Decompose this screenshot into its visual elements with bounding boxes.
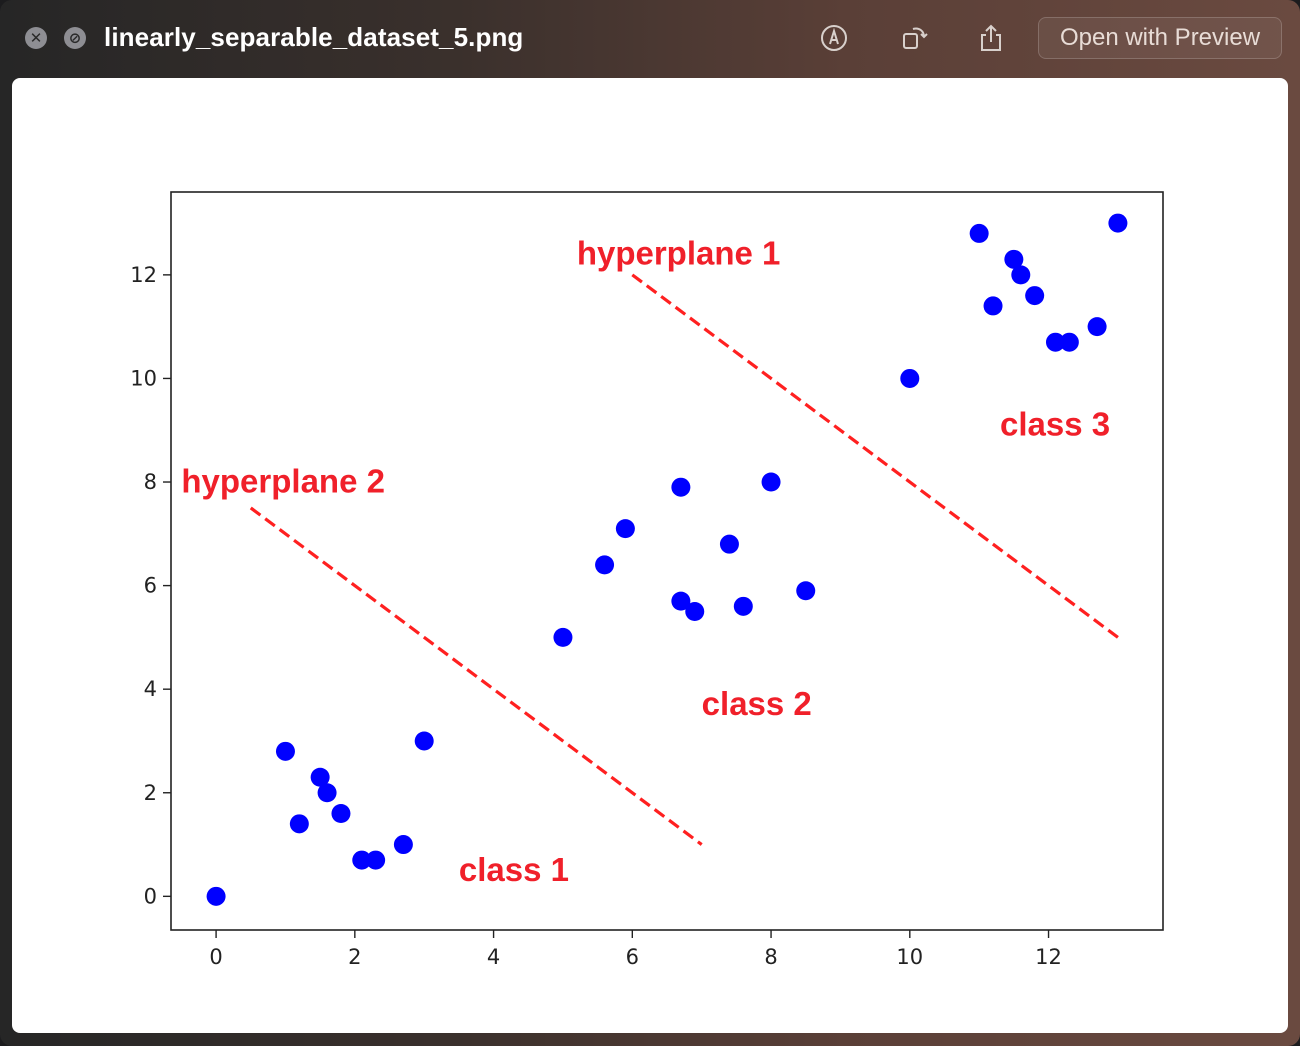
image-canvas: 0 2 4 6 8 10 12 0 2 4 6 8 10 12 hyperplane 1 hyperplane… bbox=[12, 78, 1288, 1033]
data-point bbox=[414, 731, 434, 751]
data-point bbox=[615, 519, 635, 539]
annotation-label: hyperplane 2 bbox=[181, 462, 385, 499]
data-point bbox=[969, 223, 989, 243]
data-point bbox=[317, 783, 337, 803]
y-tick-label: 4 bbox=[144, 677, 157, 701]
x-tick-label: 2 bbox=[348, 945, 361, 969]
data-point bbox=[1045, 332, 1065, 352]
scatter-chart: 0 2 4 6 8 10 12 0 2 4 6 8 10 12 hyperplane 1 hyperplane… bbox=[130, 191, 1164, 969]
annotation-label: class 3 bbox=[1000, 405, 1110, 442]
y-tick-label: 10 bbox=[130, 366, 157, 390]
share-icon[interactable] bbox=[973, 20, 1009, 56]
title-bar: ✕ ⊘ linearly_separable_dataset_5.png Ope… bbox=[0, 0, 1300, 76]
close-icon[interactable]: ✕ bbox=[25, 27, 47, 49]
x-tick-label: 12 bbox=[1035, 945, 1062, 969]
data-point bbox=[1108, 213, 1128, 233]
data-point bbox=[1059, 332, 1079, 352]
x-tick-label: 6 bbox=[626, 945, 639, 969]
data-point bbox=[733, 596, 753, 616]
open-with-preview-button[interactable]: Open with Preview bbox=[1038, 17, 1282, 59]
data-point bbox=[671, 591, 691, 611]
data-point bbox=[275, 741, 295, 761]
data-point bbox=[595, 555, 615, 575]
rotate-icon[interactable] bbox=[896, 20, 932, 56]
x-tick-label: 8 bbox=[764, 945, 777, 969]
annotation-label: class 1 bbox=[459, 851, 569, 888]
data-point bbox=[685, 601, 705, 621]
data-point bbox=[1087, 317, 1107, 337]
data-point bbox=[553, 627, 573, 647]
data-point bbox=[796, 581, 816, 601]
data-point bbox=[1025, 286, 1045, 306]
y-tick-label: 0 bbox=[144, 884, 157, 908]
y-tick-label: 6 bbox=[144, 574, 157, 598]
hyperplane-line-2 bbox=[631, 273, 1119, 639]
y-tick-label: 8 bbox=[144, 470, 157, 494]
y-tick-label: 2 bbox=[144, 781, 157, 805]
markup-pen-icon[interactable] bbox=[816, 20, 852, 56]
data-point bbox=[719, 534, 739, 554]
data-point bbox=[983, 296, 1003, 316]
data-point bbox=[310, 767, 330, 787]
data-point bbox=[352, 850, 372, 870]
annotation-label: class 2 bbox=[702, 685, 812, 722]
data-point bbox=[1004, 249, 1024, 269]
x-tick-label: 4 bbox=[487, 945, 500, 969]
y-tick-label: 12 bbox=[130, 263, 157, 287]
minimize-disabled-icon: ⊘ bbox=[64, 27, 86, 49]
data-point bbox=[671, 477, 691, 497]
x-tick-label: 0 bbox=[209, 945, 222, 969]
x-tick-label: 10 bbox=[896, 945, 923, 969]
data-point bbox=[900, 368, 920, 388]
data-point bbox=[331, 803, 351, 823]
data-point bbox=[289, 814, 309, 834]
data-point bbox=[366, 850, 386, 870]
data-point bbox=[393, 835, 413, 855]
data-point bbox=[761, 472, 781, 492]
data-point bbox=[1011, 265, 1031, 285]
annotation-label: hyperplane 1 bbox=[577, 235, 781, 272]
window-title: linearly_separable_dataset_5.png bbox=[104, 22, 524, 52]
data-point bbox=[206, 886, 226, 906]
hyperplane-line-1 bbox=[249, 506, 703, 846]
